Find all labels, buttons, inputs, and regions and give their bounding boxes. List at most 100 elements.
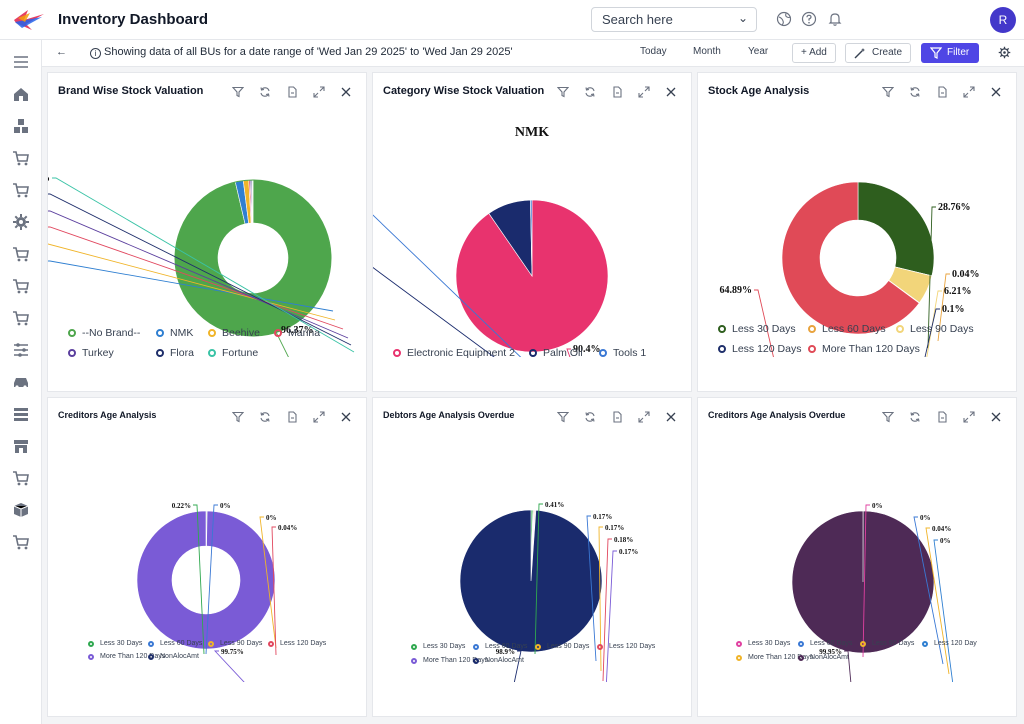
create-button[interactable]: Create [845, 43, 912, 63]
filter-icon[interactable] [881, 85, 895, 98]
expand-icon[interactable] [963, 85, 975, 98]
cart-icon[interactable] [12, 245, 30, 263]
search-dropdown[interactable]: Search here ⌄ [591, 7, 757, 32]
legend-item[interactable]: Less 120 Days [718, 343, 801, 355]
close-icon[interactable] [990, 85, 1002, 97]
chart-card: Creditors Age Analysis Overdue 0% 0% 0.04% 0… [697, 397, 1017, 717]
legend-item[interactable]: NMK [156, 327, 193, 339]
filter-button[interactable]: Filter [921, 43, 980, 63]
legend-item[interactable]: More Than 120 Days [736, 654, 813, 661]
close-icon[interactable] [340, 410, 352, 422]
legend-item[interactable]: Less 90 Days [860, 640, 914, 647]
legend-item[interactable]: Less 120 Days [597, 643, 655, 650]
legend-item[interactable]: Less 60 Days [473, 643, 527, 650]
home-icon[interactable] [12, 85, 30, 103]
legend-item[interactable]: Less 30 Days [736, 640, 790, 647]
legend-item[interactable]: Electronic Equipment 2 [393, 347, 515, 359]
legend-item[interactable]: Less 60 Days [148, 640, 202, 647]
close-icon[interactable] [990, 410, 1002, 422]
refresh-icon[interactable] [259, 410, 271, 422]
export-icon[interactable] [611, 85, 623, 98]
legend-marker-icon [156, 329, 164, 337]
legend-item[interactable]: More Than 120 Days [411, 657, 488, 664]
close-icon[interactable] [340, 85, 352, 97]
legend-item[interactable]: Less 60 Days [808, 323, 886, 335]
export-icon[interactable] [936, 410, 948, 423]
avatar[interactable]: R [990, 7, 1016, 33]
close-icon[interactable] [665, 410, 677, 422]
boxes-icon[interactable] [12, 117, 30, 135]
close-icon[interactable] [665, 85, 677, 97]
store-icon[interactable] [12, 437, 30, 455]
package-icon[interactable] [12, 501, 30, 519]
legend-item[interactable]: More Than 120 Days [88, 653, 165, 660]
legend-item[interactable]: Less 60 Days [798, 640, 852, 647]
add-button[interactable]: + Add [792, 43, 836, 63]
year-button[interactable]: Year [748, 46, 769, 57]
legend-item[interactable]: More Than 120 Days [808, 343, 920, 355]
filter-icon[interactable] [556, 410, 570, 423]
filter-icon[interactable] [881, 410, 895, 423]
data-label: 0.41% [545, 501, 564, 509]
export-icon[interactable] [286, 410, 298, 423]
legend-item[interactable]: Less 90 Days [535, 643, 589, 650]
legend-item[interactable]: Less 90 Days [208, 640, 262, 647]
legend-label: More Than 120 Days [748, 654, 814, 661]
gear-icon[interactable] [12, 213, 30, 231]
expand-icon[interactable] [638, 85, 650, 98]
cart-icon[interactable] [12, 181, 30, 199]
export-icon[interactable] [936, 85, 948, 98]
refresh-icon[interactable] [584, 410, 596, 422]
expand-icon[interactable] [313, 85, 325, 98]
sliders-icon[interactable] [12, 341, 30, 359]
legend-item[interactable]: Less 30 Days [718, 323, 796, 335]
refresh-icon[interactable] [584, 85, 596, 97]
month-button[interactable]: Month [693, 46, 721, 57]
legend-item[interactable]: --No Brand-- [68, 327, 140, 339]
cart-icon[interactable] [12, 309, 30, 327]
legend-item[interactable]: NonAlocAmt [473, 657, 524, 664]
refresh-icon[interactable] [909, 85, 921, 97]
expand-icon[interactable] [638, 410, 650, 423]
legend-item[interactable]: Less 30 Days [411, 643, 465, 650]
legend-item[interactable]: Palm Oil [529, 347, 583, 359]
cart-icon[interactable] [12, 149, 30, 167]
today-button[interactable]: Today [640, 46, 667, 57]
globe-icon[interactable] [776, 11, 792, 27]
data-label: 96.37% [281, 325, 314, 336]
layers-icon[interactable] [12, 405, 30, 423]
legend-item[interactable]: Less 120 Day [922, 640, 977, 647]
expand-icon[interactable] [963, 410, 975, 423]
legend-item[interactable]: Marina [274, 327, 320, 339]
app-logo[interactable] [12, 8, 46, 32]
filter-icon[interactable] [231, 410, 245, 423]
legend-item[interactable]: Less 120 Days [268, 640, 326, 647]
filter-icon[interactable] [231, 85, 245, 98]
bell-icon[interactable] [827, 11, 843, 27]
settings-gear-icon[interactable] [998, 46, 1011, 59]
legend-item[interactable]: Flora [156, 347, 194, 359]
legend-item[interactable]: Less 90 Days [896, 323, 974, 335]
menu-icon[interactable] [12, 53, 30, 71]
legend-item[interactable]: Beehive [208, 327, 260, 339]
legend-item[interactable]: Tools 1 [599, 347, 646, 359]
legend-item[interactable]: Fortune [208, 347, 258, 359]
legend-item[interactable]: Less 30 Days [88, 640, 142, 647]
legend-item[interactable]: NonAlocAmt [798, 654, 849, 661]
legend-label: Electronic Equipment 2 [407, 347, 515, 359]
refresh-icon[interactable] [909, 410, 921, 422]
export-icon[interactable] [286, 85, 298, 98]
export-icon[interactable] [611, 410, 623, 423]
car-icon[interactable] [12, 373, 30, 391]
cart-icon[interactable] [12, 469, 30, 487]
legend-item[interactable]: Turkey [68, 347, 114, 359]
refresh-icon[interactable] [259, 85, 271, 97]
cart-icon[interactable] [12, 277, 30, 295]
back-arrow-icon[interactable]: ← [56, 46, 67, 58]
legend-item[interactable]: NonAlocAmt [148, 653, 199, 660]
help-icon[interactable] [801, 11, 817, 27]
cart-icon[interactable] [12, 533, 30, 551]
label-leader-line [373, 267, 495, 357]
filter-icon[interactable] [556, 85, 570, 98]
expand-icon[interactable] [313, 410, 325, 423]
